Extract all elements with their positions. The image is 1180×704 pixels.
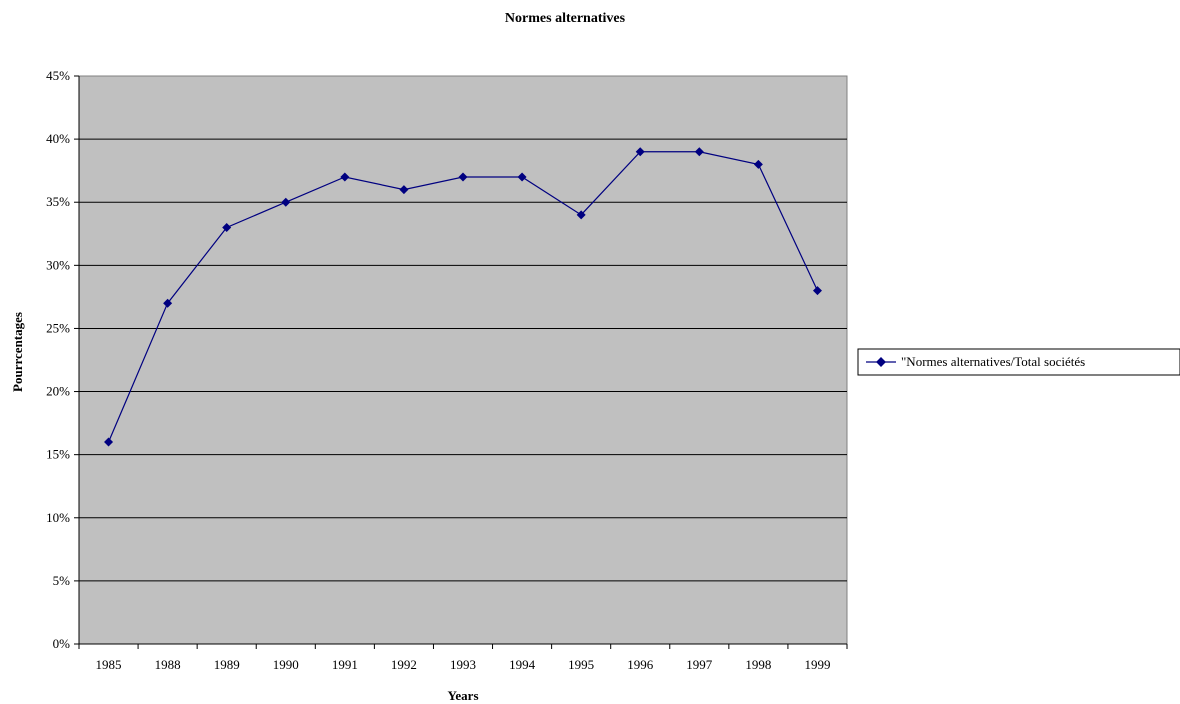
x-tick-label: 1992 xyxy=(391,657,417,672)
x-tick-label: 1985 xyxy=(96,657,122,672)
data-point-marker xyxy=(458,172,468,182)
chart-title: Normes alternatives xyxy=(505,11,626,26)
x-tick-label: 1994 xyxy=(509,657,536,672)
legend-marker xyxy=(876,357,886,367)
y-tick-label: 40% xyxy=(46,131,70,146)
x-tick-label: 1988 xyxy=(155,657,181,672)
y-tick-label: 45% xyxy=(46,68,70,83)
y-tick-label: 30% xyxy=(46,257,70,272)
data-point-marker xyxy=(281,197,291,207)
gridlines xyxy=(79,138,847,582)
x-tick-label: 1997 xyxy=(686,657,713,672)
y-tick-label: 35% xyxy=(46,194,70,209)
data-point-marker xyxy=(517,172,527,182)
y-tick-label: 0% xyxy=(53,636,71,651)
legend-box xyxy=(857,348,1180,376)
y-tick-label: 15% xyxy=(46,447,70,462)
x-tick-label: 1993 xyxy=(450,657,476,672)
data-point-marker xyxy=(576,210,586,220)
x-tick-label: 1991 xyxy=(332,657,358,672)
series-layer xyxy=(104,147,822,447)
x-axis-ticks: 1985 1988 1989 1990 1991 1992 1993 1994 1995 1996… xyxy=(78,644,848,672)
y-tick-label: 25% xyxy=(46,320,70,335)
data-point-marker xyxy=(222,222,232,232)
data-point-marker xyxy=(635,147,645,157)
x-axis-title: Years xyxy=(447,688,478,703)
data-point-marker xyxy=(340,172,350,182)
plot-area xyxy=(78,75,848,645)
data-point-marker xyxy=(399,185,409,195)
x-tick-label: 1998 xyxy=(745,657,771,672)
data-point-marker xyxy=(694,147,704,157)
y-tick-label: 20% xyxy=(46,384,70,399)
data-point-marker xyxy=(163,298,173,308)
legend: "Normes alternatives/Total sociétés xyxy=(857,348,1180,376)
y-axis-title: Pourrcentages xyxy=(10,312,25,392)
x-tick-label: 1989 xyxy=(214,657,240,672)
data-point-marker xyxy=(753,159,763,169)
x-tick-label: 1999 xyxy=(804,657,830,672)
x-tick-label: 1996 xyxy=(627,657,654,672)
x-tick-label: 1995 xyxy=(568,657,594,672)
y-tick-label: 5% xyxy=(53,573,71,588)
y-tick-label: 10% xyxy=(46,510,70,525)
data-point-marker xyxy=(104,437,114,447)
data-point-marker xyxy=(812,286,822,296)
y-axis-ticks: 0% 5% 10% 15% 20% 25% 30% 35% 40% 45% xyxy=(46,68,79,651)
x-tick-label: 1990 xyxy=(273,657,299,672)
legend-label: "Normes alternatives/Total sociétés xyxy=(901,354,1085,369)
